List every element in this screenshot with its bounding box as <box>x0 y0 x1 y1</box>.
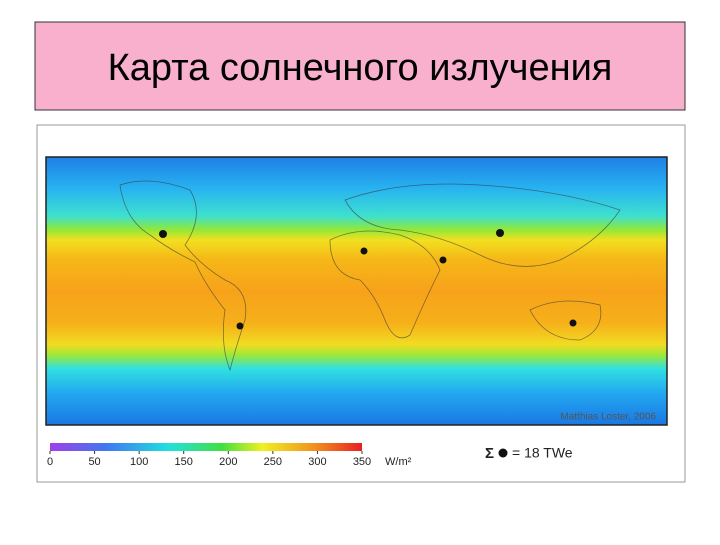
irradiance-map <box>45 156 668 426</box>
location-dot <box>569 319 577 327</box>
colorbar-tick-label: 200 <box>219 456 237 468</box>
slide-title: Карта солнечного излучения <box>108 47 613 89</box>
location-dots <box>159 229 577 330</box>
title-box <box>34 21 686 111</box>
colorbar-tick-label: 150 <box>175 456 193 468</box>
location-dot <box>360 247 368 255</box>
colorbar-tick-label: 0 <box>47 456 53 468</box>
colorbar-tick-label: 100 <box>130 456 148 468</box>
colorbar-ticks: 0 50 100 150 200 250 300 350 <box>47 451 371 468</box>
coastlines <box>119 180 621 372</box>
location-dot <box>496 229 504 237</box>
colorbar <box>50 443 362 451</box>
colorbar-unit: W/m² <box>385 456 412 468</box>
location-dot <box>236 322 244 330</box>
map-credit: Matthias Loster, 2006 <box>560 412 656 423</box>
colorbar-tick-label: 250 <box>264 456 282 468</box>
location-dot <box>159 230 167 238</box>
sum-text: = 18 TWe <box>512 445 573 461</box>
colorbar-tick-label: 350 <box>353 456 371 468</box>
location-dot <box>439 256 447 264</box>
sum-symbol: Σ <box>485 445 494 462</box>
colorbar-tick-label: 50 <box>88 456 100 468</box>
colorbar-tick-label: 300 <box>308 456 326 468</box>
sum-dot <box>498 448 508 458</box>
